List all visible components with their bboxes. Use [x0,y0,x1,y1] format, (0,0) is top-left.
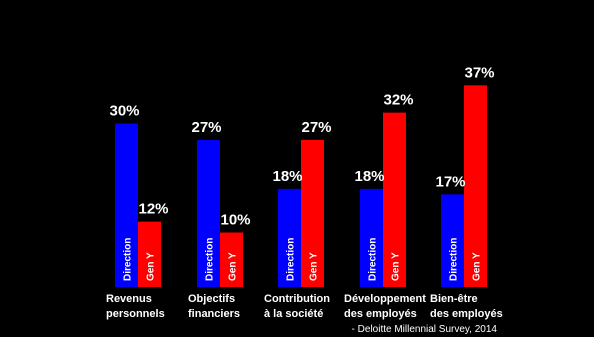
category-label-4-line-1: Développement [344,293,426,305]
category-label-3-line-2: à la société [264,308,323,320]
category-label-1-line-1: Revenus [106,293,152,305]
series-name-direction-4: Direction [368,238,379,281]
category-label-1-line-2: personnels [106,308,165,320]
bar-gen-y-2 [220,232,243,287]
value-label-direction-2: 27% [191,119,221,136]
value-label-direction-1: 30% [109,103,139,120]
bar-direction-1 [115,123,138,287]
value-label-gen-y-1: 12% [138,201,168,218]
value-label-direction-4: 18% [354,168,384,185]
category-label-2-line-1: Objectifs [188,293,235,305]
category-label-3-line-1: Contribution [264,293,330,305]
bar-gen-y-3 [301,139,324,287]
bar-gen-y-5 [464,85,487,287]
category-label-5-line-1: Bien-être [430,293,478,305]
bar-gen-y-1 [138,221,161,287]
bars-layer [115,85,487,287]
value-label-gen-y-4: 32% [383,92,413,109]
value-label-direction-3: 18% [272,168,302,185]
series-name-direction-2: Direction [205,238,216,281]
category-label-2-line-2: financiers [188,308,240,320]
source-note: - Deloitte Millennial Survey, 2014 [352,324,498,335]
series-name-gen-y-4: Gen Y [391,252,402,281]
bar-direction-5 [441,194,464,287]
value-label-gen-y-3: 27% [301,119,331,136]
value-label-gen-y-2: 10% [220,212,250,229]
category-label-4-line-2: des employés [344,308,417,320]
category-label-5-line-2: des employés [430,308,503,320]
series-name-gen-y-3: Gen Y [309,252,320,281]
value-label-direction-5: 17% [435,173,465,190]
bar-direction-4 [360,188,383,287]
series-name-gen-y-1: Gen Y [146,252,157,281]
series-name-direction-5: Direction [449,238,460,281]
bar-direction-3 [278,188,301,287]
labels-layer: Direction 30% Gen Y 12% Revenus personnels Dir… [106,64,503,320]
bar-direction-2 [197,139,220,287]
bar-gen-y-4 [383,112,406,287]
series-name-gen-y-5: Gen Y [472,252,483,281]
series-name-direction-1: Direction [123,238,134,281]
series-name-direction-3: Direction [286,238,297,281]
series-name-gen-y-2: Gen Y [228,252,239,281]
value-label-gen-y-5: 37% [464,64,494,81]
